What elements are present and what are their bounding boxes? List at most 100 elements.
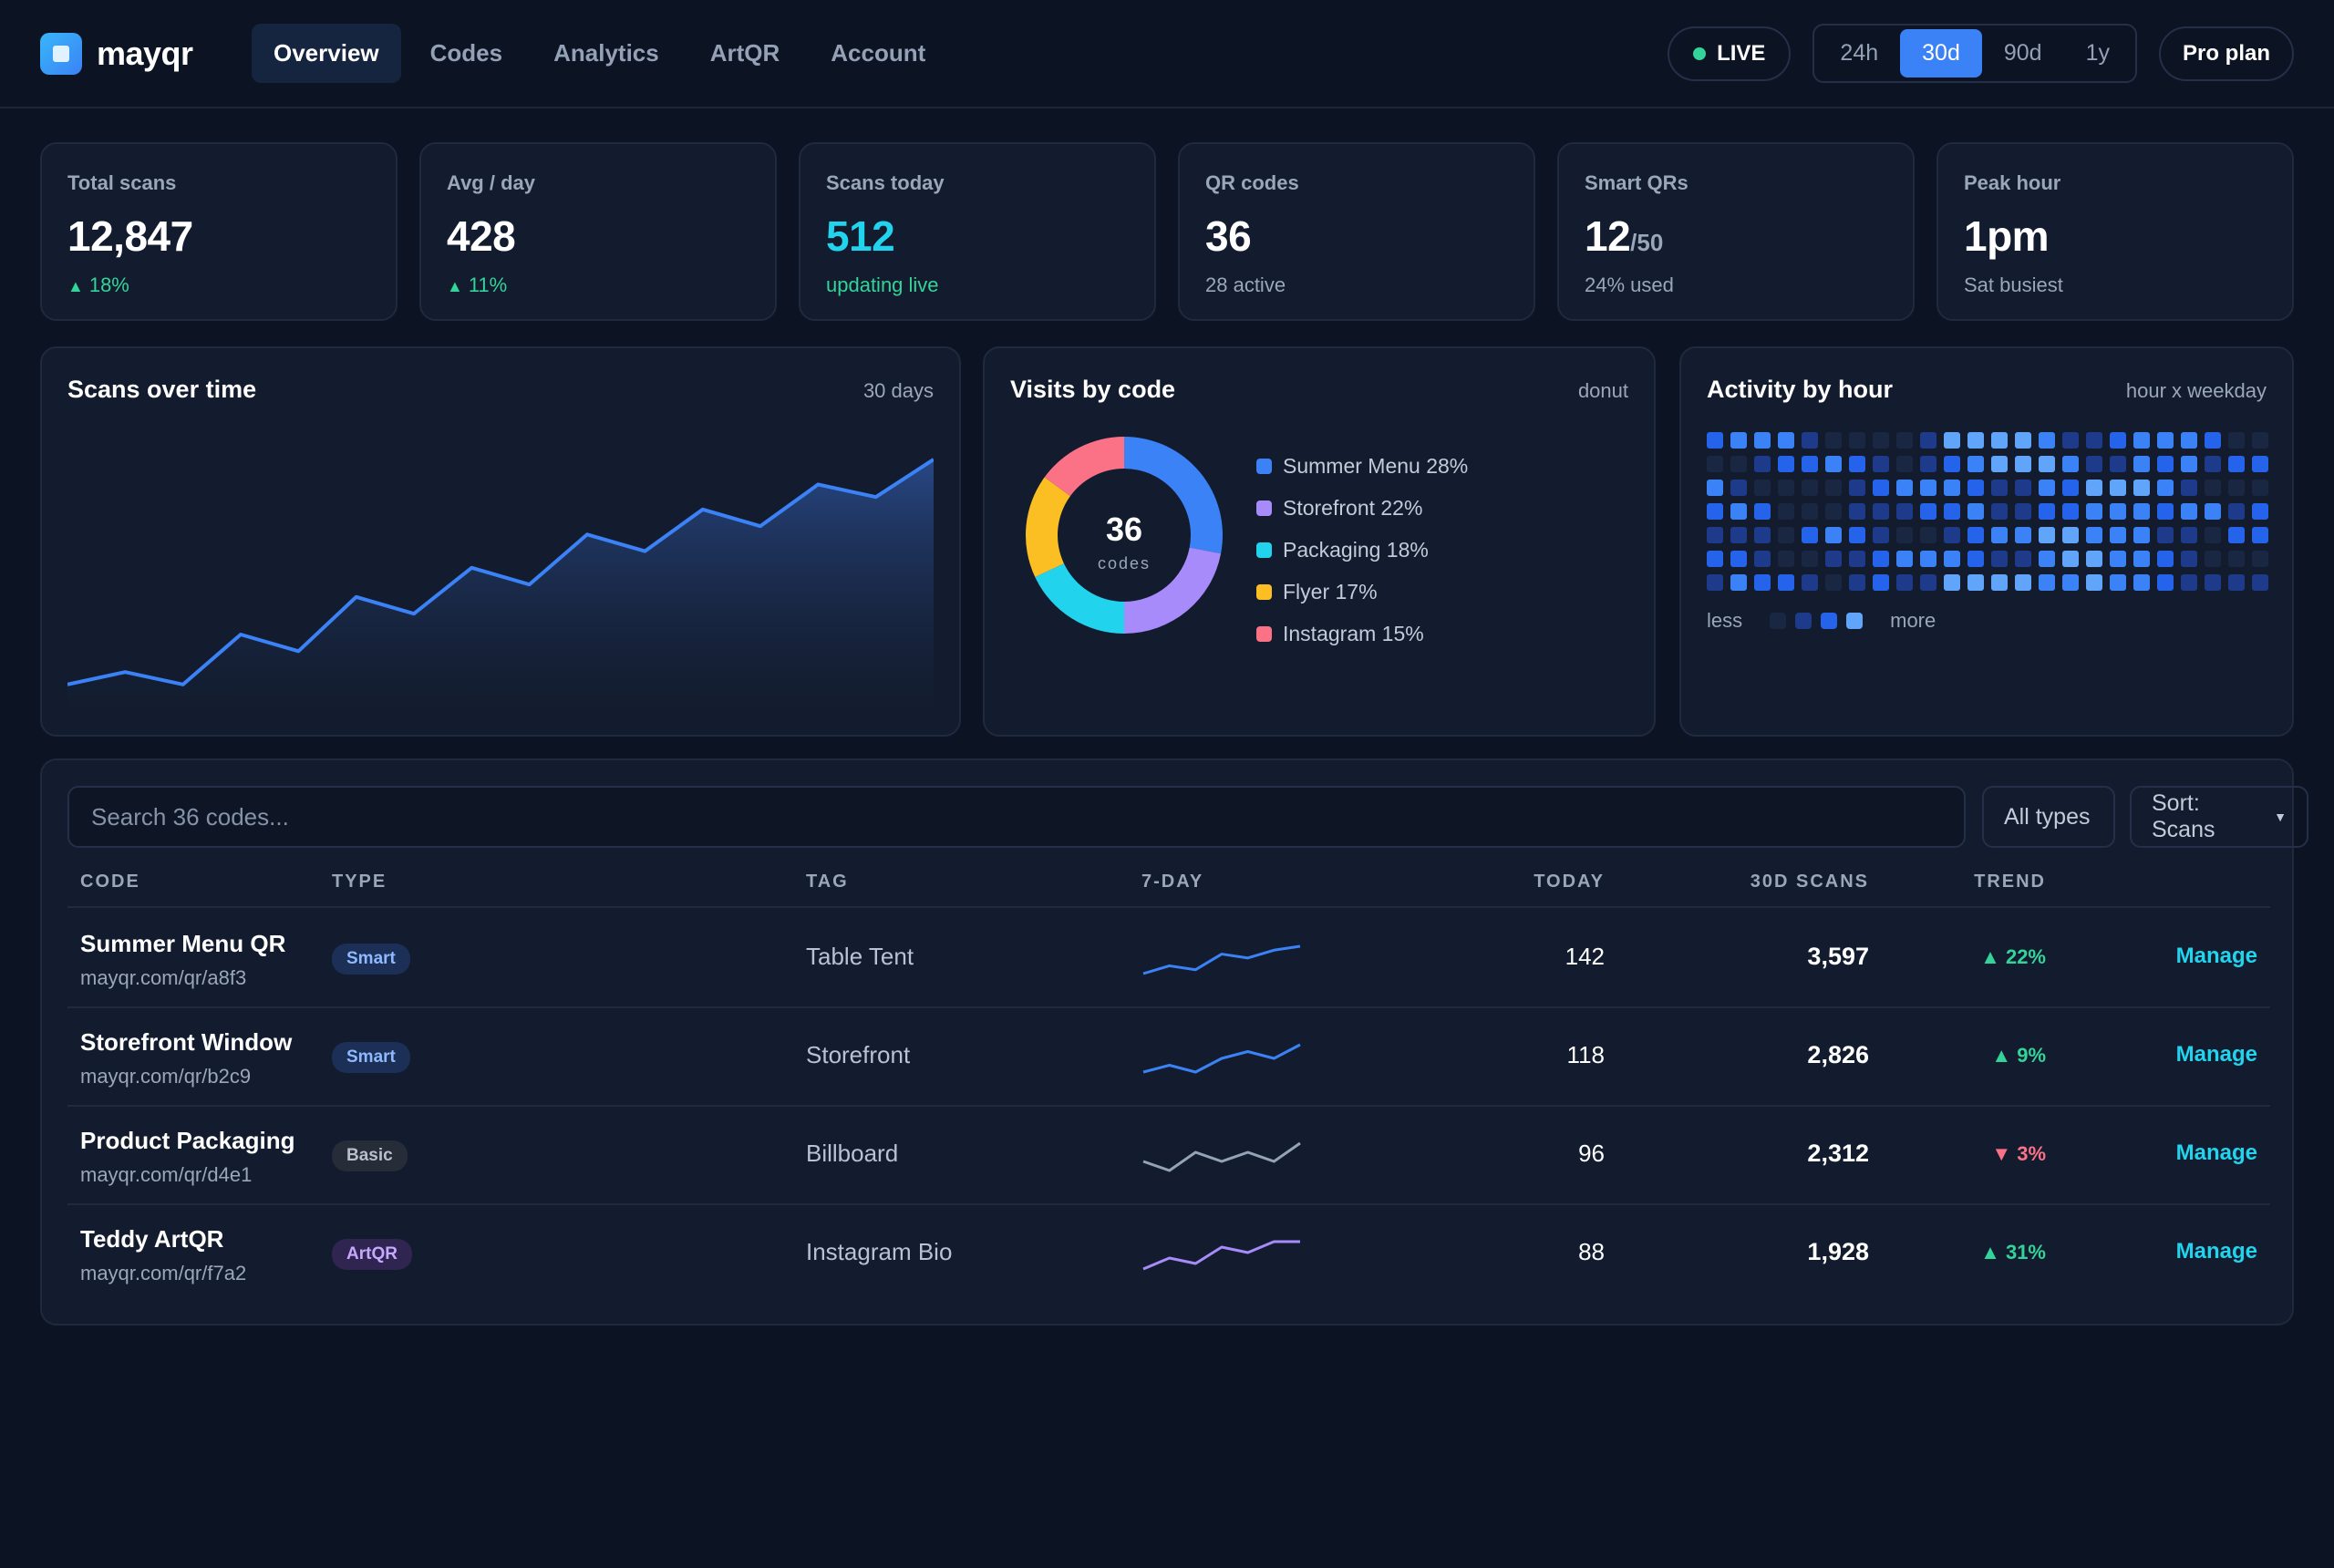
heat-cell bbox=[2252, 456, 2268, 472]
code-name[interactable]: Teddy ArtQR bbox=[80, 1225, 224, 1253]
today-count: 118 bbox=[1566, 1041, 1605, 1068]
nav-codes[interactable]: Codes bbox=[429, 39, 503, 67]
type-badge: Smart bbox=[332, 944, 410, 975]
header-tag[interactable]: TAG bbox=[806, 872, 849, 892]
heat-cell bbox=[2062, 551, 2079, 567]
code-name[interactable]: Product Packaging bbox=[80, 1127, 295, 1154]
heat-cell bbox=[2133, 503, 2150, 520]
header-30d-scans[interactable]: 30D SCANS bbox=[1750, 872, 1869, 892]
manage-link[interactable]: Manage bbox=[2175, 944, 2257, 968]
plan-button[interactable]: Pro plan bbox=[2158, 26, 2294, 81]
heat-cell bbox=[1873, 574, 1889, 591]
manage-link[interactable]: Manage bbox=[2175, 1042, 2257, 1067]
trend-down-icon: ▼ bbox=[1991, 1142, 2018, 1165]
tag-label: Billboard bbox=[806, 1140, 899, 1167]
tag-label: Instagram Bio bbox=[806, 1238, 953, 1265]
sparkline-line bbox=[1142, 1141, 1301, 1172]
top-bar: mayqr Overview Codes Analytics ArtQR Acc… bbox=[0, 0, 2334, 108]
header-today[interactable]: TODAY bbox=[1534, 872, 1605, 892]
kpi-total-scans: Total scans 12,847 ▲ 18% bbox=[40, 142, 398, 321]
heat-cell bbox=[2228, 480, 2245, 496]
heat-cell bbox=[1873, 432, 1889, 449]
kpi-value: 12,847 bbox=[67, 212, 193, 260]
heat-cell bbox=[2110, 432, 2126, 449]
code-name[interactable]: Summer Menu QR bbox=[80, 930, 286, 957]
heatmap-legend: less more bbox=[1707, 609, 1936, 633]
heat-cell bbox=[1754, 574, 1771, 591]
sort-dropdown[interactable]: Sort: Scans ▼ bbox=[2130, 786, 2308, 848]
manage-link[interactable]: Manage bbox=[2175, 1239, 2257, 1264]
heat-cell bbox=[2181, 551, 2197, 567]
heat-cell bbox=[1873, 503, 1889, 520]
heat-cell bbox=[2157, 551, 2174, 567]
heat-cell bbox=[1920, 527, 1936, 543]
donut-slice-summer-menu bbox=[1124, 437, 1223, 554]
table-row[interactable]: Storefront Window mayqr.com/qr/b2c9 Smart S… bbox=[67, 1008, 2270, 1107]
manage-link[interactable]: Manage bbox=[2175, 1140, 2257, 1165]
heat-cell bbox=[2205, 527, 2221, 543]
heat-cell bbox=[2086, 432, 2102, 449]
heat-cell bbox=[2062, 480, 2079, 496]
heat-cell bbox=[2086, 456, 2102, 472]
nav-account[interactable]: Account bbox=[831, 39, 926, 67]
main-nav: Overview Codes Analytics ArtQR Account bbox=[252, 24, 947, 83]
heat-cell bbox=[1991, 432, 2008, 449]
heat-cell bbox=[1944, 574, 1960, 591]
heat-cell bbox=[2205, 432, 2221, 449]
heat-cell bbox=[2133, 432, 2150, 449]
table-row[interactable]: Summer Menu QR mayqr.com/qr/a8f3 Smart Tabl… bbox=[67, 910, 2270, 1008]
heat-cell bbox=[2157, 503, 2174, 520]
trend-value: ▲ 9% bbox=[1991, 1044, 2046, 1067]
heat-cell bbox=[2086, 480, 2102, 496]
table-row[interactable]: Product Packaging mayqr.com/qr/d4e1 Basic B… bbox=[67, 1107, 2270, 1205]
scans-over-time-panel: Scans over time 30 days bbox=[40, 346, 961, 737]
brand[interactable]: mayqr bbox=[40, 32, 252, 75]
range-30d[interactable]: 30d bbox=[1900, 29, 1982, 77]
heat-cell bbox=[1849, 503, 1865, 520]
heatmap-legend-less: less bbox=[1707, 609, 1743, 632]
header-7day[interactable]: 7-DAY bbox=[1141, 872, 1204, 892]
kpi-qr-codes: QR codes 36 28 active bbox=[1178, 142, 1535, 321]
sparkline bbox=[1142, 1043, 1301, 1074]
header-code[interactable]: CODE bbox=[80, 872, 140, 892]
legend-swatch bbox=[1256, 625, 1272, 642]
range-90d[interactable]: 90d bbox=[2003, 40, 2042, 66]
time-range-selector: 24h 30d 90d 1y bbox=[1812, 24, 2137, 83]
heat-cell bbox=[1967, 480, 1984, 496]
heat-cell bbox=[2062, 432, 2079, 449]
30d-scans-count: 2,312 bbox=[1807, 1140, 1869, 1167]
live-dot-icon bbox=[1693, 46, 1707, 60]
header-type[interactable]: TYPE bbox=[332, 872, 387, 892]
range-24h[interactable]: 24h bbox=[1840, 40, 1879, 66]
nav-artqr[interactable]: ArtQR bbox=[709, 39, 780, 67]
type-filter-dropdown[interactable]: All types bbox=[1982, 786, 2115, 848]
heat-cell bbox=[2205, 456, 2221, 472]
code-url: mayqr.com/qr/f7a2 bbox=[80, 1262, 247, 1284]
legend-swatch bbox=[1256, 500, 1272, 516]
heat-cell bbox=[2133, 480, 2150, 496]
search-input[interactable] bbox=[67, 786, 1966, 848]
heat-cell bbox=[1778, 456, 1794, 472]
heat-cell bbox=[2157, 574, 2174, 591]
heat-cell bbox=[1896, 527, 1913, 543]
range-1y[interactable]: 1y bbox=[2085, 40, 2110, 66]
heat-cell bbox=[1873, 456, 1889, 472]
heat-cell bbox=[1896, 456, 1913, 472]
legend-swatch bbox=[1256, 583, 1272, 600]
kpi-scans-today: Scans today 512 updating live bbox=[799, 142, 1156, 321]
nav-overview[interactable]: Overview bbox=[252, 24, 401, 83]
panel-subtitle: 30 days bbox=[862, 379, 934, 402]
trend-up-icon: ▲ bbox=[447, 277, 463, 295]
heat-cell bbox=[1778, 432, 1794, 449]
heat-cell bbox=[2039, 503, 2055, 520]
heat-cell bbox=[2252, 527, 2268, 543]
heat-cell bbox=[1802, 456, 1818, 472]
heat-cell bbox=[1825, 480, 1842, 496]
code-name[interactable]: Storefront Window bbox=[80, 1028, 293, 1056]
header-trend[interactable]: TREND bbox=[1974, 872, 2046, 892]
heat-cell bbox=[2039, 574, 2055, 591]
table-row[interactable]: Teddy ArtQR mayqr.com/qr/f7a2 ArtQR Instagr… bbox=[67, 1205, 2270, 1304]
trend-up-icon: ▲ bbox=[1980, 1241, 2006, 1264]
heat-cell bbox=[1944, 527, 1960, 543]
nav-analytics[interactable]: Analytics bbox=[553, 39, 659, 67]
